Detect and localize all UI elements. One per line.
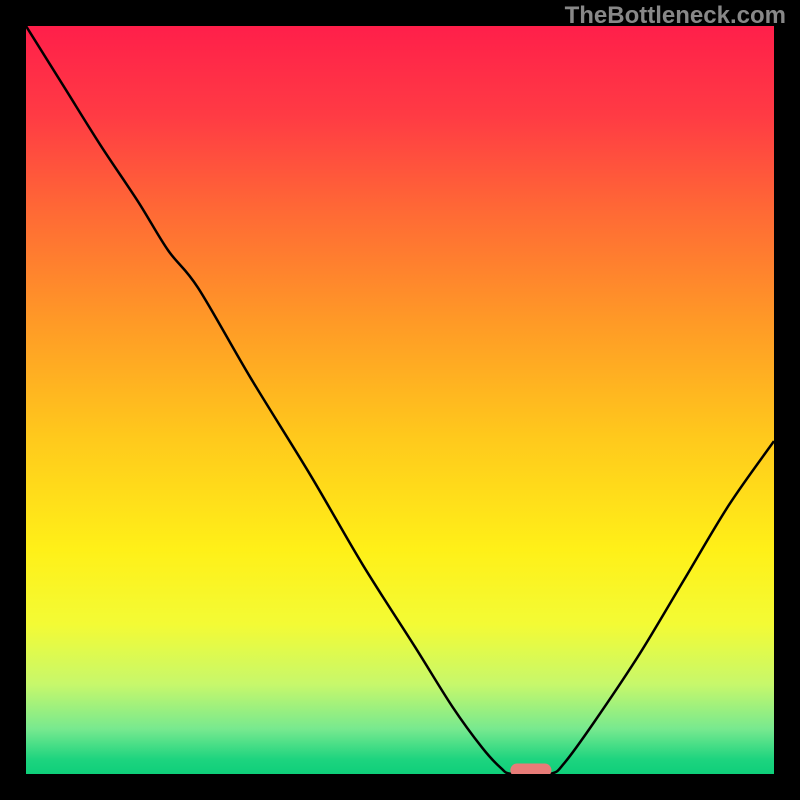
bottleneck-chart: [0, 0, 800, 800]
heat-gradient-background: [26, 26, 774, 774]
chart-container: TheBottleneck.com: [0, 0, 800, 800]
